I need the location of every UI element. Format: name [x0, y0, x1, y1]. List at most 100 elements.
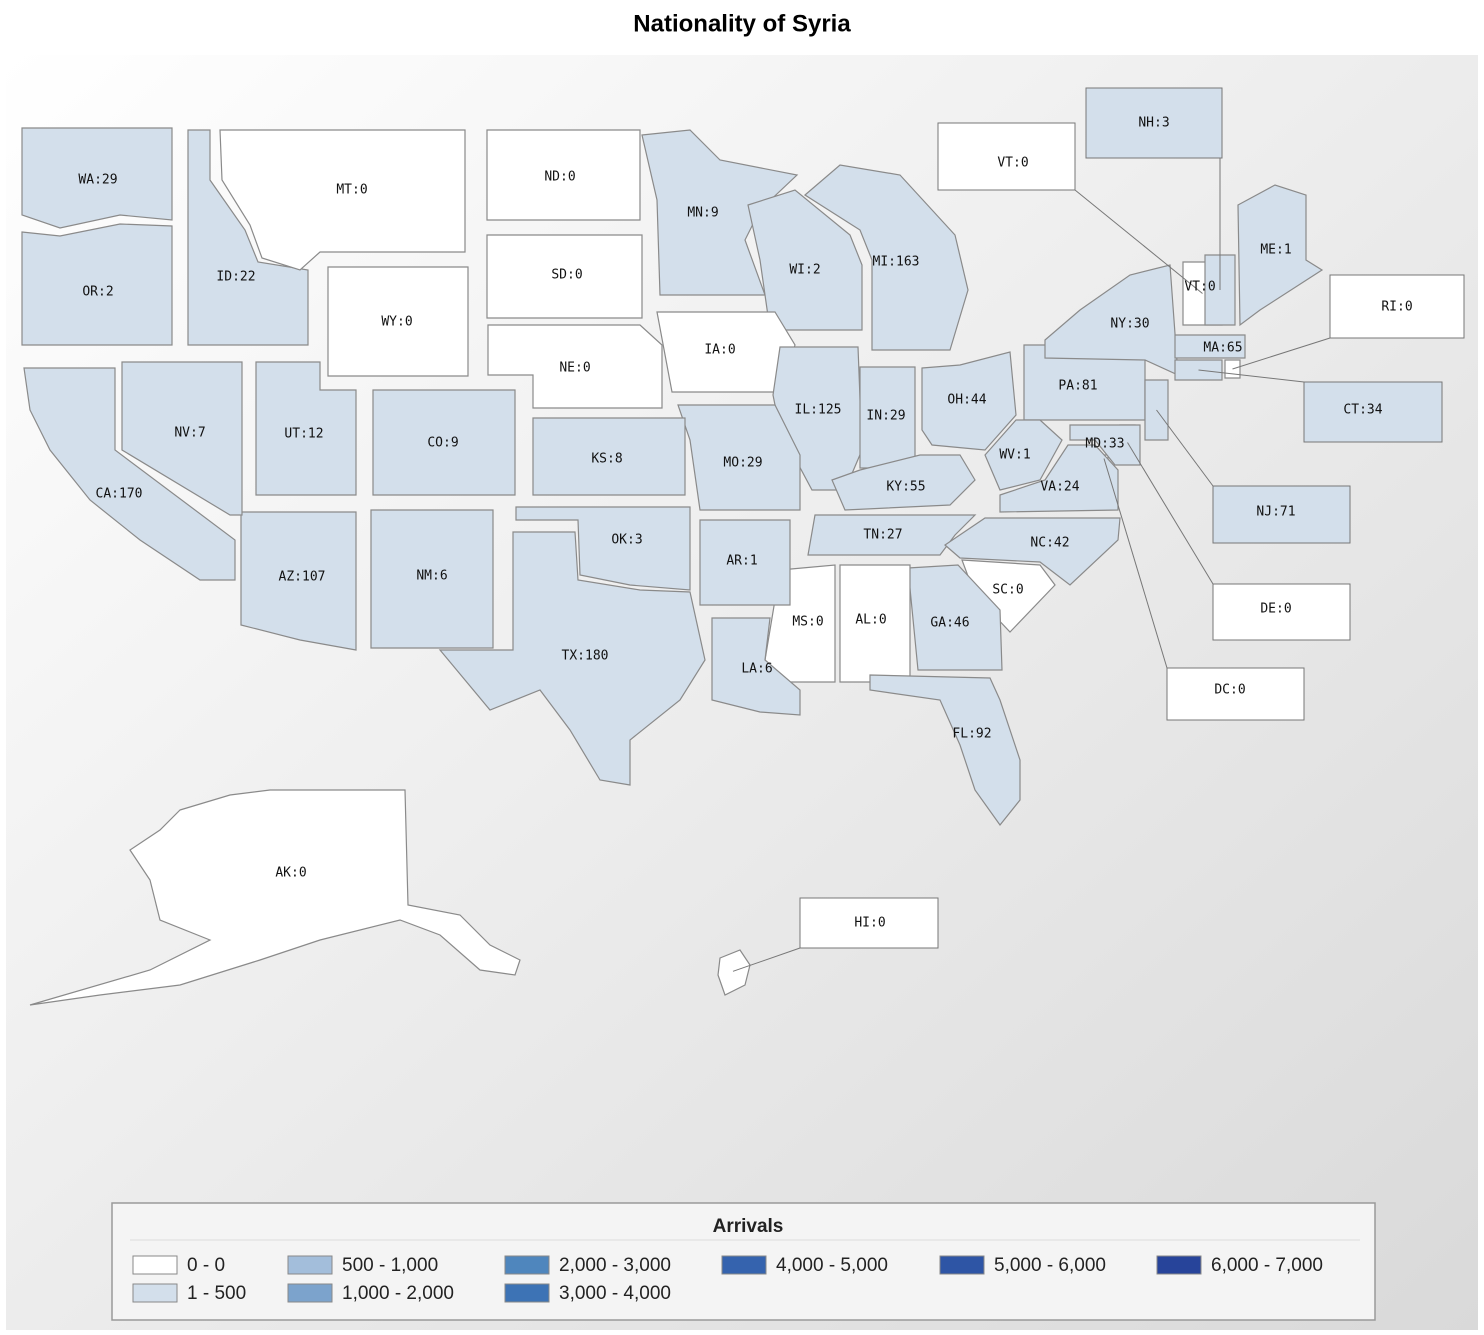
state-label: OR:2 [82, 285, 113, 300]
state [486, 129, 641, 221]
state [803, 164, 969, 351]
legend-label: 4,000 - 5,000 [776, 1255, 888, 1276]
legend-swatch [287, 1255, 333, 1275]
legend-title: Arrivals [713, 1216, 784, 1237]
legend-label: 6,000 - 7,000 [1211, 1255, 1323, 1276]
callout-leader [1198, 369, 1305, 383]
state [1174, 334, 1246, 359]
state [907, 564, 1003, 671]
state-label: WI:2 [789, 263, 820, 278]
state-label: MA:65 [1203, 341, 1242, 356]
state-label: HI:0 [854, 916, 885, 931]
state-label: MO:29 [723, 456, 762, 471]
state-label: OK:3 [611, 533, 642, 548]
state-label: OH:44 [947, 393, 986, 408]
state-label: KY:55 [886, 480, 925, 495]
legend-swatch [504, 1255, 550, 1275]
state [23, 367, 236, 581]
state-label: AK:0 [275, 866, 306, 881]
state-label: DC:0 [1214, 683, 1245, 698]
legend-swatch [287, 1283, 333, 1303]
state [921, 351, 1017, 451]
callout-box [1212, 485, 1351, 544]
state-label: VT:0 [1184, 280, 1215, 295]
state-label: NY:30 [1110, 317, 1149, 332]
state-label: DE:0 [1260, 602, 1291, 617]
legend-label: 3,000 - 4,000 [559, 1283, 671, 1304]
state-label: SD:0 [551, 268, 582, 283]
state-label: NC:42 [1030, 536, 1069, 551]
state-label: GA:46 [930, 616, 969, 631]
state [219, 129, 466, 271]
state-label: CT:34 [1343, 403, 1382, 418]
state-label: RI:0 [1381, 300, 1412, 315]
state-label: SC:0 [992, 583, 1023, 598]
callout-leader [732, 947, 801, 972]
state [327, 266, 469, 377]
legend-swatch [132, 1255, 178, 1275]
state [984, 419, 1063, 491]
legend-swatch [721, 1255, 767, 1275]
legend-label: 500 - 1,000 [342, 1255, 438, 1276]
callout-leader [1156, 409, 1214, 487]
legend-label: 0 - 0 [187, 1255, 225, 1276]
legend-swatch [1156, 1255, 1202, 1275]
state-label: NM:6 [416, 569, 447, 584]
state [21, 223, 173, 346]
state [869, 674, 1021, 826]
state-label: NH:3 [1138, 116, 1169, 131]
callout-leader [1074, 189, 1203, 294]
state [121, 361, 243, 516]
state [677, 404, 801, 511]
state-label: KS:8 [591, 452, 622, 467]
state-label: AR:1 [726, 554, 757, 569]
state-label: MN:9 [687, 206, 718, 221]
legend-swatch [504, 1283, 550, 1303]
state [487, 324, 663, 409]
state-label: WA:29 [78, 173, 117, 188]
legend-swatch [132, 1283, 178, 1303]
state-label: WY:0 [381, 315, 412, 330]
legend-label: 5,000 - 6,000 [994, 1255, 1106, 1276]
state [255, 361, 357, 496]
state [711, 617, 801, 716]
state-label: PA:81 [1058, 379, 1097, 394]
state [240, 511, 357, 651]
state-label: UT:12 [284, 427, 323, 442]
legend: 0 - 0 1 - 500 500 - 1,000 1,000 - 2,000 2,00… [132, 1255, 1323, 1304]
callout-leader [1103, 458, 1168, 669]
callout-box [1085, 87, 1223, 159]
state [532, 417, 686, 496]
state-label: TX:180 [562, 649, 609, 664]
state [944, 517, 1121, 586]
state [699, 519, 791, 606]
state [1044, 264, 1179, 376]
legend-label: 2,000 - 3,000 [559, 1255, 671, 1276]
state [438, 531, 706, 786]
state-label: MI:163 [873, 255, 920, 270]
state [515, 506, 691, 591]
state-label: WV:1 [999, 448, 1030, 463]
legend-label: 1,000 - 2,000 [342, 1283, 454, 1304]
state-label: NE:0 [559, 361, 590, 376]
callout-box [1166, 667, 1305, 721]
callout-box [1303, 381, 1443, 443]
state [372, 389, 516, 496]
state [370, 509, 494, 649]
states [21, 127, 1324, 1006]
state-label: FL:92 [952, 727, 991, 742]
state-label: ND:0 [544, 170, 575, 185]
state-label: CA:170 [96, 487, 143, 502]
state-label: LA:6 [741, 662, 772, 677]
chart-title: Nationality of Syria [633, 10, 851, 37]
callout-box [1329, 274, 1465, 339]
state-label: IL:125 [795, 403, 842, 418]
state [1237, 184, 1324, 327]
state-label: TN:27 [863, 528, 902, 543]
state [999, 444, 1119, 513]
callouts: WA:29 OR:2 ID:22 MT:0 WY:0 ND:0 SD:0 NE:0 MN:9 WI… [78, 87, 1465, 972]
state [831, 454, 976, 511]
state-label: VT:0 [997, 156, 1028, 171]
